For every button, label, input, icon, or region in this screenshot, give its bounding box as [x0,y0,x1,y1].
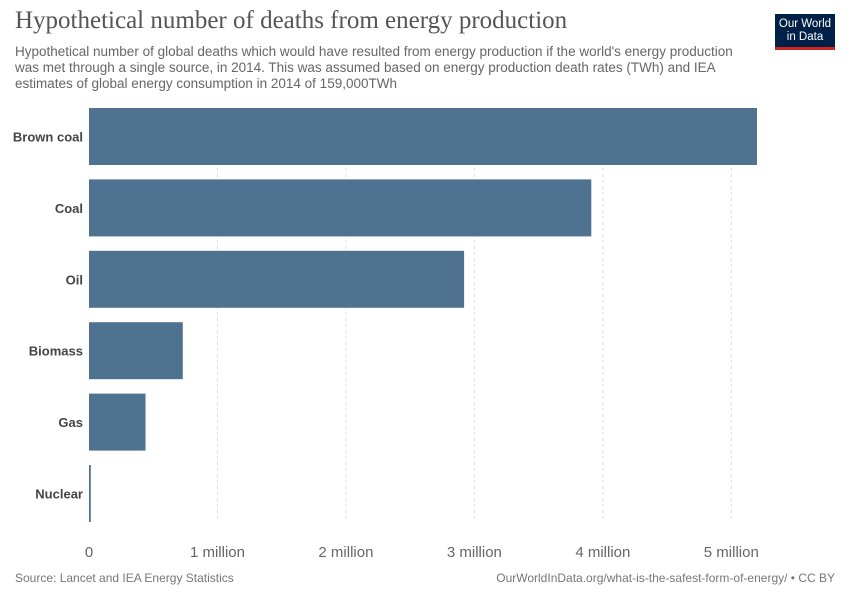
bar-biomass[interactable] [89,322,183,380]
x-tick-label: 2 million [318,544,373,561]
chart-subtitle: Hypothetical number of global deaths whi… [15,44,733,91]
bar-brown-coal[interactable] [89,108,757,165]
category-labels: Brown coal Coal Oil Biomass Gas Nuclear [13,130,83,502]
category-label: Biomass [29,344,83,359]
source-url[interactable]: OurWorldInData.org/what-is-the-safest-fo… [496,571,835,585]
category-label: Oil [66,272,83,287]
x-tick-label: 4 million [575,544,630,561]
category-label: Nuclear [35,487,83,502]
x-tick-label: 1 million [190,544,245,561]
x-tick-label: 3 million [447,544,502,561]
bar-coal[interactable] [89,179,592,237]
category-label: Coal [55,201,83,216]
chart-title: Hypothetical number of deaths from energ… [15,7,568,34]
category-label: Brown coal [13,130,83,145]
x-axis-ticks: 0 1 million 2 million 3 million 4 million 5 m… [85,544,759,561]
source-note: Source: Lancet and IEA Energy Statistics [15,571,234,585]
gridlines [216,108,732,522]
logo-line-1: Our World [778,18,832,30]
logo-line-2: in Data [786,31,824,43]
bar-oil[interactable] [89,250,465,308]
x-tick-label: 5 million [704,544,759,561]
category-label: Gas [58,415,83,430]
x-tick-label: 0 [85,544,93,561]
bar-nuclear[interactable] [89,465,91,522]
owid-logo[interactable]: Our World in Data [775,14,835,50]
bars [89,108,757,522]
bar-gas[interactable] [89,393,146,451]
